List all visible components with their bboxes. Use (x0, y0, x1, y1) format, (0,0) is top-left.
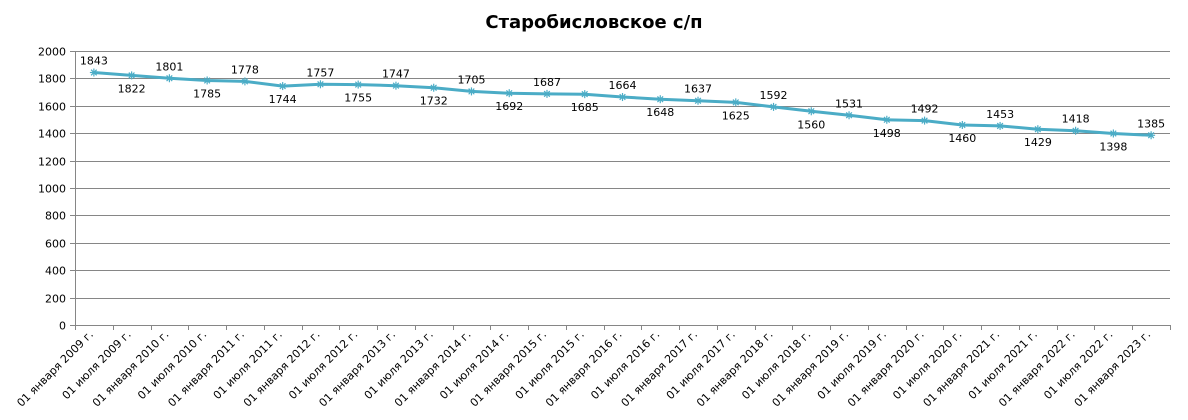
series (89, 68, 1156, 140)
data-point-marker (1109, 129, 1118, 138)
data-point-marker (882, 115, 891, 124)
data-point-marker (1147, 131, 1156, 140)
data-point-marker (278, 82, 287, 91)
data-labels: 1843 1822 1801 1785 1778 1744 1757 1755 1747 1732… (80, 55, 1165, 154)
y-tick-labels: 0 200 400 600 800 1000 1200 1400 1600 1800 2000 (38, 46, 66, 333)
x-tick-labels: 01 января 2009 г.01 июля 2009 г.01 январ… (14, 328, 1153, 410)
chart-title: Старобисловское с/п (485, 12, 702, 33)
y-tick-label: 800 (45, 210, 66, 223)
data-point-marker (542, 89, 551, 98)
data-point-marker (89, 68, 98, 77)
data-label: 1498 (873, 127, 901, 140)
x-tick-label: 01 июля 2020 г. (890, 328, 964, 402)
data-point-marker (429, 83, 438, 92)
data-point-marker (127, 71, 136, 80)
x-tick-label: 01 июля 2013 г. (362, 328, 436, 402)
data-label: 1822 (118, 82, 146, 95)
data-point-marker (580, 90, 589, 99)
data-point-marker (958, 120, 967, 129)
data-label: 1592 (760, 89, 788, 102)
data-label: 1531 (835, 97, 863, 110)
data-point-marker (807, 107, 816, 116)
data-label: 1429 (1024, 136, 1052, 149)
data-point-marker (203, 76, 212, 85)
y-tick-label: 1200 (38, 156, 66, 169)
data-label: 1785 (193, 87, 221, 100)
data-label: 1492 (911, 103, 939, 116)
data-label: 1385 (1137, 117, 1165, 130)
data-label: 1705 (457, 73, 485, 86)
x-tick-label: 01 июля 2016 г. (588, 328, 662, 402)
y-tick-label: 1000 (38, 183, 66, 196)
data-label: 1757 (306, 66, 334, 79)
x-tick-label: 01 января 2023 г. (1072, 328, 1154, 410)
data-point-marker (354, 80, 363, 89)
data-label: 1692 (495, 100, 523, 113)
data-label: 1755 (344, 92, 372, 105)
data-point-marker (467, 87, 476, 96)
data-label: 1560 (797, 118, 825, 131)
data-label: 1747 (382, 68, 410, 81)
data-point-marker (316, 80, 325, 89)
x-tick-label: 01 июля 2012 г. (286, 328, 360, 402)
data-label: 1453 (986, 108, 1014, 121)
data-point-marker (505, 89, 514, 98)
y-tick-label: 200 (45, 293, 66, 306)
x-tick-label: 01 июля 2011 г. (211, 328, 285, 402)
data-point-marker (731, 98, 740, 107)
data-label: 1732 (420, 95, 448, 108)
data-label: 1398 (1099, 140, 1127, 153)
data-label: 1843 (80, 55, 108, 68)
data-label: 1460 (948, 132, 976, 145)
axes (70, 51, 1171, 330)
data-point-marker (618, 93, 627, 102)
y-tick-label: 600 (45, 238, 66, 251)
data-point-marker (769, 102, 778, 111)
data-point-marker (694, 96, 703, 105)
x-tick-label: 01 июля 2017 г. (664, 328, 738, 402)
x-tick-label: 01 июля 2019 г. (815, 328, 889, 402)
data-point-marker (391, 81, 400, 90)
data-label: 1637 (684, 83, 712, 96)
data-label: 1778 (231, 63, 259, 76)
data-point-marker (920, 116, 929, 125)
y-tick-label: 1400 (38, 128, 66, 141)
y-tick-label: 0 (59, 320, 66, 333)
data-point-marker (1071, 126, 1080, 135)
x-tick-label: 01 июля 2021 г. (966, 328, 1040, 402)
x-tick-label: 01 июля 2018 г. (739, 328, 813, 402)
x-tick-label: 01 июля 2009 г. (60, 328, 134, 402)
data-label: 1801 (155, 60, 183, 73)
x-tick-label: 01 июля 2010 г. (135, 328, 209, 402)
data-point-marker (1033, 125, 1042, 134)
gridlines (75, 51, 1170, 299)
data-label: 1685 (571, 101, 599, 114)
data-point-marker (996, 121, 1005, 130)
data-label: 1744 (269, 93, 297, 106)
data-label: 1664 (609, 79, 637, 92)
x-tick-label: 01 июля 2015 г. (513, 328, 587, 402)
y-tick-label: 2000 (38, 46, 66, 59)
data-label: 1625 (722, 109, 750, 122)
data-label: 1687 (533, 76, 561, 89)
data-point-marker (240, 77, 249, 86)
x-tick-label: 01 июля 2022 г. (1041, 328, 1115, 402)
x-tick-label: 01 июля 2014 г. (437, 328, 511, 402)
data-point-marker (165, 74, 174, 83)
data-label: 1418 (1062, 113, 1090, 126)
y-tick-label: 1800 (38, 73, 66, 86)
y-tick-label: 1600 (38, 101, 66, 114)
data-point-marker (845, 111, 854, 120)
data-point-marker (656, 95, 665, 104)
y-tick-label: 400 (45, 265, 66, 278)
data-label: 1648 (646, 106, 674, 119)
